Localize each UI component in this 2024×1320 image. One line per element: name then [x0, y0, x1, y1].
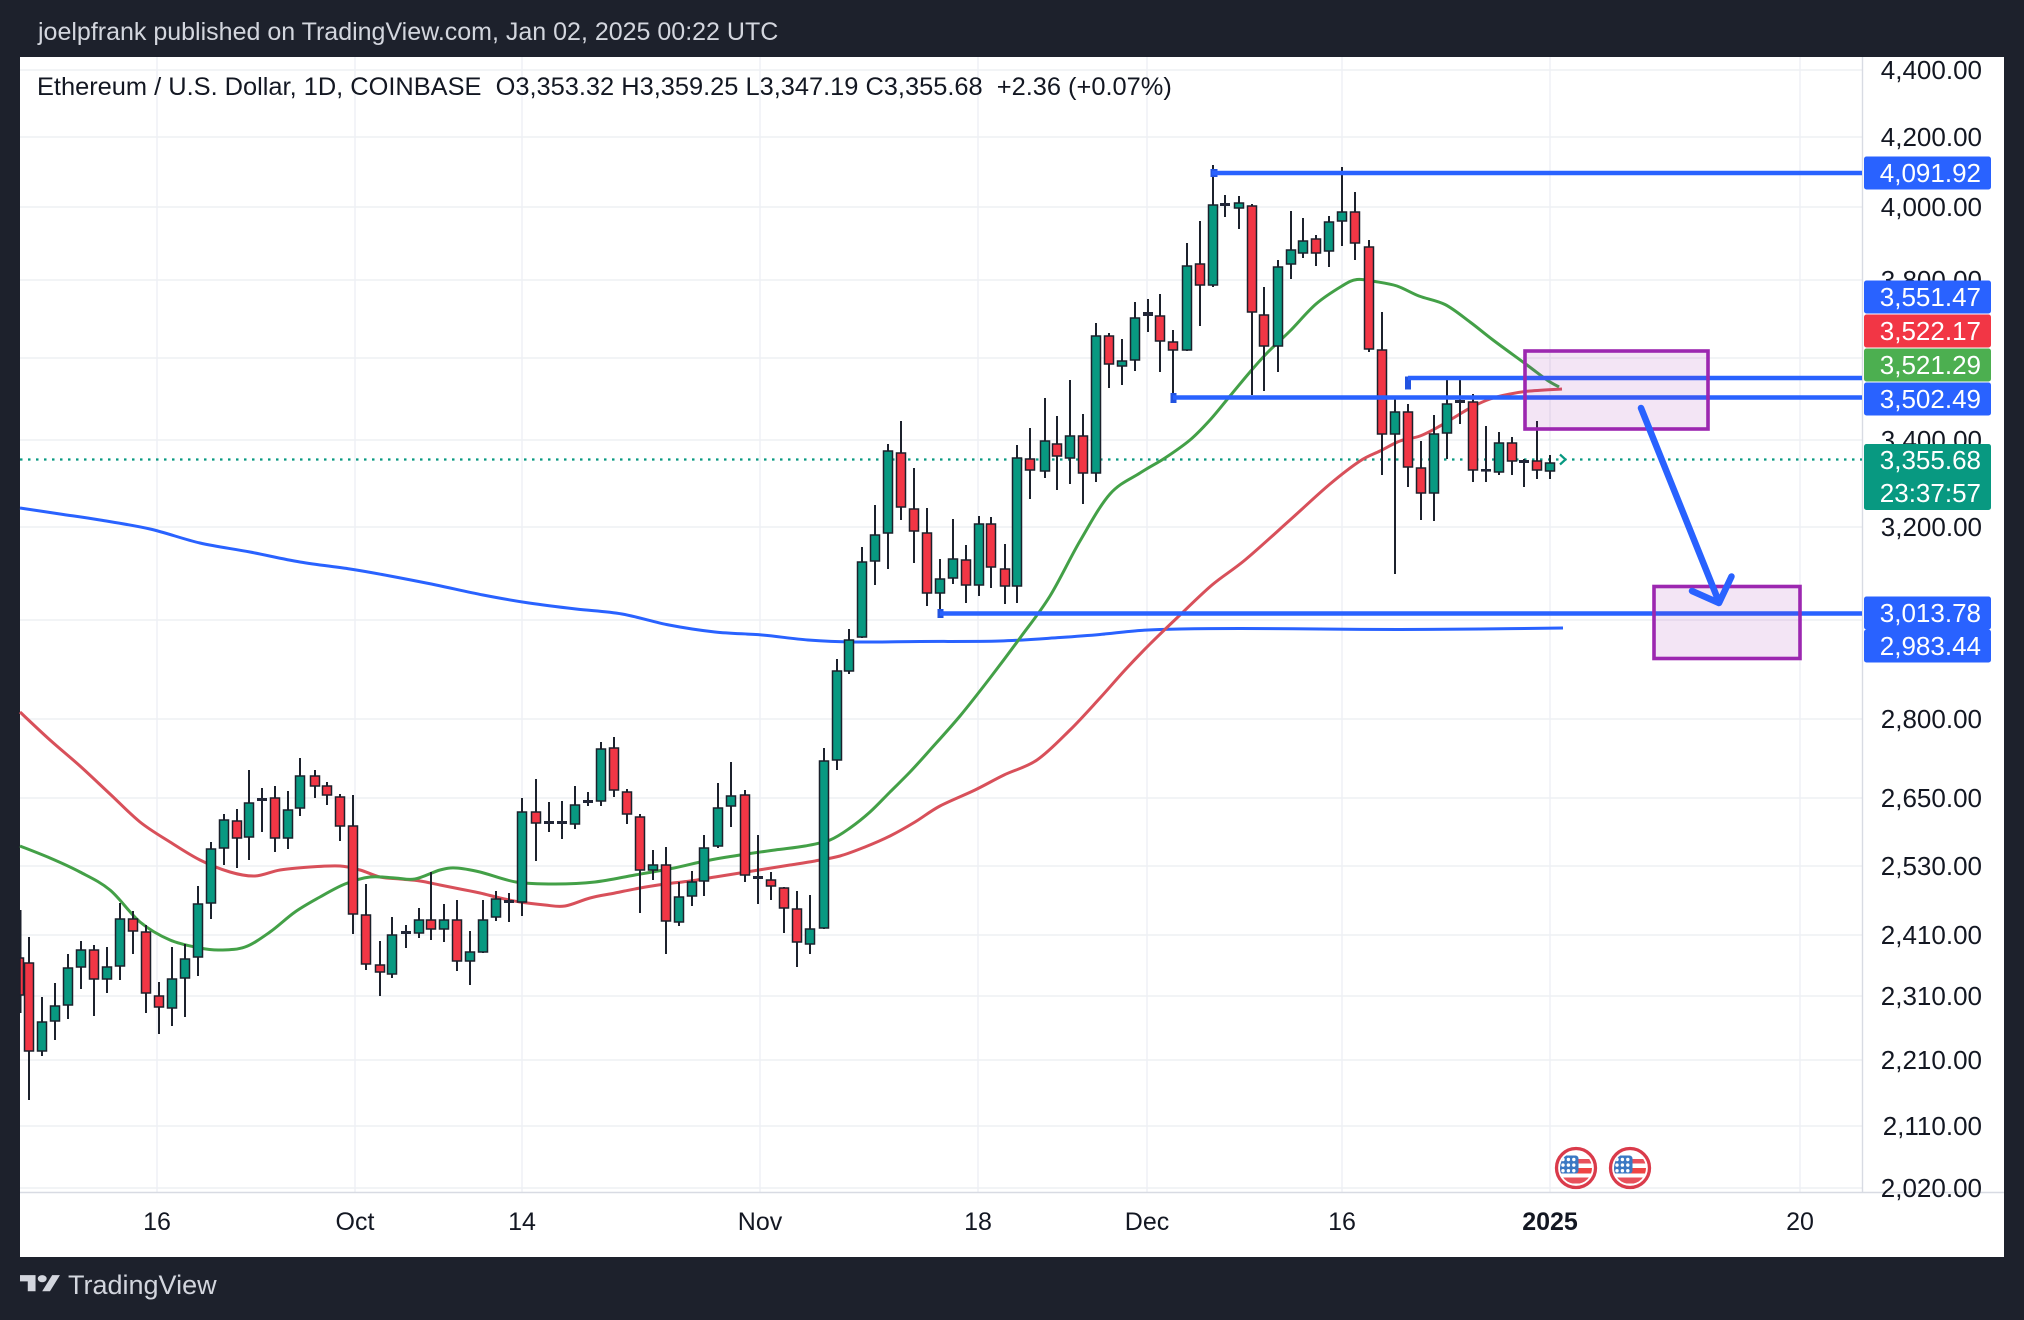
svg-text:4,091.92: 4,091.92: [1880, 158, 1981, 188]
svg-text:3,355.68: 3,355.68: [1880, 445, 1981, 475]
svg-text:Dec: Dec: [1125, 1208, 1169, 1236]
svg-text:3,521.29: 3,521.29: [1880, 350, 1981, 380]
svg-text:2025: 2025: [1522, 1208, 1578, 1236]
svg-text:Nov: Nov: [738, 1208, 783, 1236]
svg-text:18: 18: [964, 1208, 992, 1236]
svg-text:4,200.00: 4,200.00: [1881, 122, 1982, 152]
svg-text:2,410.00: 2,410.00: [1881, 920, 1982, 950]
svg-text:2,650.00: 2,650.00: [1881, 783, 1982, 813]
svg-text:4,000.00: 4,000.00: [1881, 192, 1982, 222]
svg-text:3,013.78: 3,013.78: [1880, 598, 1981, 628]
svg-text:3,522.17: 3,522.17: [1880, 316, 1981, 346]
svg-text:23:37:57: 23:37:57: [1880, 478, 1981, 508]
svg-text:2,983.44: 2,983.44: [1880, 631, 1981, 661]
svg-text:2,210.00: 2,210.00: [1881, 1045, 1982, 1075]
svg-text:3,551.47: 3,551.47: [1880, 282, 1981, 312]
svg-text:2,800.00: 2,800.00: [1881, 704, 1982, 734]
svg-text:Ethereum / U.S. Dollar, 1D, CO: Ethereum / U.S. Dollar, 1D, COINBASE O3,…: [37, 73, 1172, 101]
svg-text:TradingView: TradingView: [68, 1270, 217, 1300]
svg-text:4,400.00: 4,400.00: [1881, 55, 1982, 85]
svg-text:2,310.00: 2,310.00: [1881, 981, 1982, 1011]
svg-text:14: 14: [508, 1208, 536, 1236]
svg-text:2,110.00: 2,110.00: [1883, 1111, 1982, 1141]
svg-text:3,502.49: 3,502.49: [1880, 384, 1981, 414]
svg-text:joelpfrank published on Tradin: joelpfrank published on TradingView.com,…: [37, 18, 778, 46]
svg-text:2,020.00: 2,020.00: [1881, 1173, 1982, 1203]
svg-text:16: 16: [1328, 1208, 1356, 1236]
svg-text:16: 16: [143, 1208, 171, 1236]
svg-text:Oct: Oct: [336, 1208, 375, 1236]
svg-text:20: 20: [1786, 1208, 1814, 1236]
svg-text:3,200.00: 3,200.00: [1881, 512, 1982, 542]
svg-text:2,530.00: 2,530.00: [1881, 851, 1982, 881]
